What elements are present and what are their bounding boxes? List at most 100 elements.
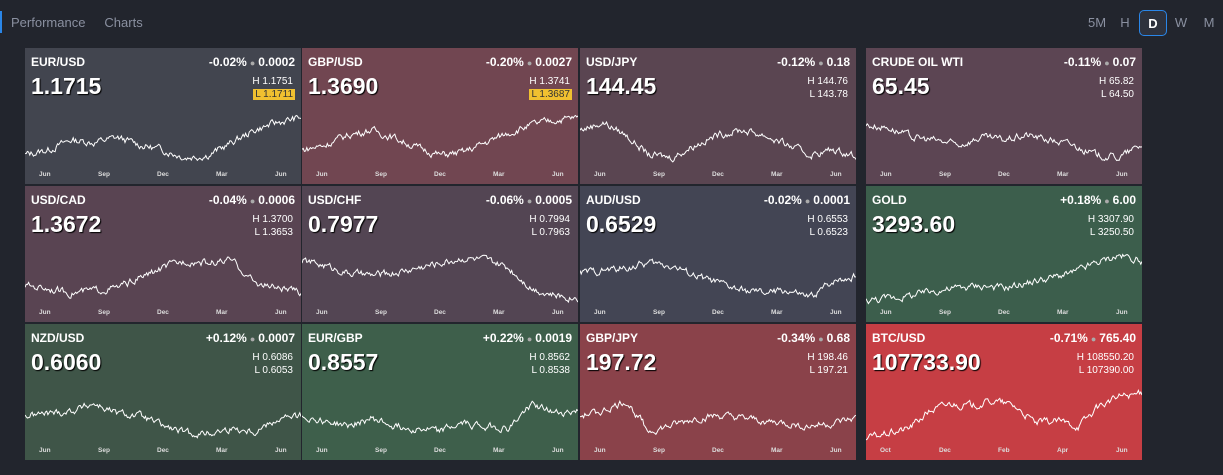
- symbol: EUR/USD: [31, 55, 86, 69]
- market-tile[interactable]: AUD/USD -0.02% ● 0.0001 0.6529 H 0.6553 L …: [580, 186, 856, 322]
- change-percent: -0.02%: [208, 55, 247, 69]
- month-axis: Jun Sep Dec Mar Jun: [580, 447, 856, 457]
- separator-dot: ●: [526, 196, 533, 206]
- month-axis: Jun Sep Dec Mar Jun: [25, 171, 301, 181]
- change: -0.02% ● 0.0001: [764, 193, 850, 207]
- tab-charts[interactable]: Charts: [104, 14, 143, 30]
- timeframe-m[interactable]: M: [1203, 15, 1215, 30]
- sparkline-chart: [302, 400, 578, 434]
- month-label: Mar: [493, 447, 505, 454]
- month-label: Jun: [1116, 447, 1128, 454]
- change-value: 0.0019: [535, 331, 572, 345]
- tab-performance[interactable]: Performance: [11, 14, 86, 30]
- sparkline: [580, 120, 856, 163]
- price: 1.3690: [308, 73, 379, 99]
- month-axis: Jun Sep Dec Mar Jun: [302, 447, 578, 457]
- month-label: Sep: [375, 447, 387, 454]
- month-label: Sep: [375, 309, 387, 316]
- price: 0.8557: [308, 349, 379, 375]
- sparkline: [302, 400, 578, 434]
- month-label: Dec: [939, 447, 951, 454]
- market-tile[interactable]: USD/CAD -0.04% ● 0.0006 1.3672 H 1.3700 L …: [25, 186, 301, 322]
- price: 197.72: [586, 349, 657, 375]
- active-tab-indicator: [0, 11, 2, 33]
- change-value: 0.68: [826, 331, 850, 345]
- sparkline-chart: [580, 400, 856, 436]
- month-label: Jun: [552, 171, 564, 178]
- month-label: Jun: [39, 309, 51, 316]
- low-value: L 64.50: [1101, 89, 1134, 100]
- month-label: Jun: [594, 447, 606, 454]
- change: -0.20% ● 0.0027: [486, 55, 572, 69]
- separator-dot: ●: [1104, 196, 1110, 206]
- change-percent: -0.71%: [1049, 331, 1088, 345]
- high-value: H 0.7994: [529, 214, 570, 225]
- month-label: Dec: [998, 171, 1010, 178]
- month-label: Jun: [880, 309, 892, 316]
- sparkline: [580, 258, 856, 299]
- timeframe-w[interactable]: W: [1174, 15, 1188, 30]
- market-tile[interactable]: EUR/USD -0.02% ● 0.0002 1.1715 H 1.1751 L …: [25, 48, 301, 184]
- month-label: Mar: [493, 171, 505, 178]
- sparkline: [866, 389, 1142, 441]
- low-value: L 1.3653: [254, 227, 293, 238]
- change-percent: -0.04%: [208, 193, 247, 207]
- high-value: H 1.3700: [252, 214, 293, 225]
- sparkline: [25, 256, 301, 299]
- sparkline-chart: [25, 114, 301, 162]
- sparkline-chart: [866, 253, 1142, 305]
- high-value: H 1.1751: [252, 76, 293, 87]
- change-value: 0.0002: [258, 55, 295, 69]
- low-value: L 0.6523: [809, 227, 848, 238]
- price: 0.7977: [308, 211, 379, 237]
- separator-dot: ●: [818, 58, 824, 68]
- high-value: H 65.82: [1098, 76, 1134, 87]
- month-label: Jun: [830, 171, 842, 178]
- high-value: H 0.8562: [529, 352, 570, 363]
- market-tile[interactable]: CRUDE OIL WTI -0.11% ● 0.07 65.45 H 65.82 …: [866, 48, 1142, 184]
- high-value: H 3307.90: [1087, 214, 1134, 225]
- timeframe-5m[interactable]: 5M: [1087, 15, 1107, 30]
- change-value: 0.0006: [258, 193, 295, 207]
- symbol: USD/CHF: [308, 193, 362, 207]
- change: -0.06% ● 0.0005: [486, 193, 572, 207]
- change-percent: -0.11%: [1063, 55, 1102, 69]
- symbol: AUD/USD: [586, 193, 641, 207]
- symbol: USD/CAD: [31, 193, 86, 207]
- market-tile[interactable]: NZD/USD +0.12% ● 0.0007 0.6060 H 0.6086 L …: [25, 324, 301, 460]
- symbol: USD/JPY: [586, 55, 638, 69]
- separator-dot: ●: [249, 334, 256, 344]
- market-tile[interactable]: EUR/GBP +0.22% ● 0.0019 0.8557 H 0.8562 L …: [302, 324, 578, 460]
- market-tile[interactable]: USD/CHF -0.06% ● 0.0005 0.7977 H 0.7994 L …: [302, 186, 578, 322]
- month-label: Jun: [594, 309, 606, 316]
- month-label: Jun: [316, 171, 328, 178]
- symbol: CRUDE OIL WTI: [872, 55, 964, 69]
- market-tile[interactable]: GBP/USD -0.20% ● 0.0027 1.3690 H 1.3741 L …: [302, 48, 578, 184]
- timeframe-h[interactable]: H: [1120, 15, 1130, 30]
- month-axis: Jun Sep Dec Mar Jun: [580, 171, 856, 181]
- sparkline-chart: [866, 389, 1142, 441]
- market-tile[interactable]: USD/JPY -0.12% ● 0.18 144.45 H 144.76 L 14…: [580, 48, 856, 184]
- market-tile[interactable]: BTC/USD -0.71% ● 765.40 107733.90 H 108550…: [866, 324, 1142, 460]
- month-axis: Jun Sep Dec Mar Jun: [580, 309, 856, 319]
- price: 1.3672: [31, 211, 102, 237]
- change-value: 0.0001: [813, 193, 850, 207]
- month-label: Dec: [712, 447, 724, 454]
- month-label: Jun: [39, 171, 51, 178]
- month-label: Jun: [316, 447, 328, 454]
- change-percent: -0.20%: [485, 55, 524, 69]
- sparkline-chart: [580, 120, 856, 163]
- timeframe-d[interactable]: D: [1139, 10, 1167, 36]
- market-tile[interactable]: GOLD +0.18% ● 6.00 3293.60 H 3307.90 L 325…: [866, 186, 1142, 322]
- low-value: L 197.21: [809, 365, 848, 376]
- high-value: H 1.3741: [529, 76, 570, 87]
- change-value: 0.0005: [535, 193, 572, 207]
- change-percent: +0.22%: [482, 331, 524, 345]
- month-label: Sep: [375, 171, 387, 178]
- price: 107733.90: [872, 349, 981, 375]
- change-value: 0.0027: [535, 55, 572, 69]
- sparkline-chart: [25, 402, 301, 439]
- low-value: L 0.7963: [531, 227, 570, 238]
- change-percent: +0.12%: [205, 331, 247, 345]
- market-tile[interactable]: GBP/JPY -0.34% ● 0.68 197.72 H 198.46 L 19…: [580, 324, 856, 460]
